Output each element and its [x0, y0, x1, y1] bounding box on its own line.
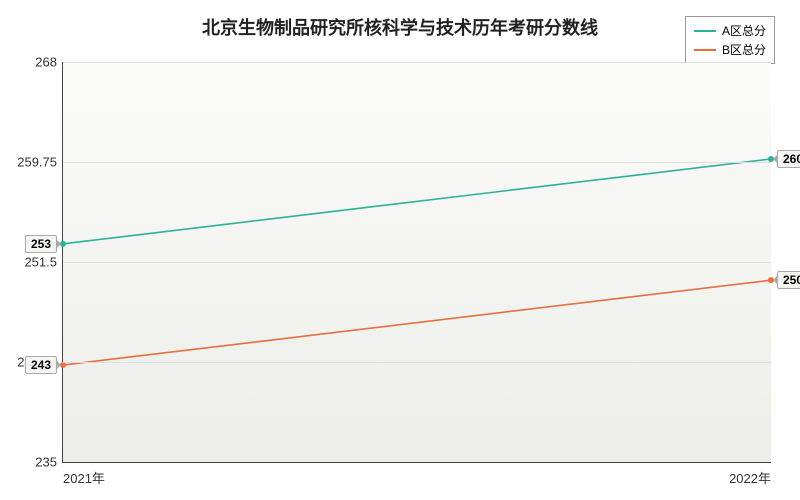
legend-swatch-1	[694, 49, 716, 51]
legend-swatch-0	[694, 30, 716, 32]
point-label: 243	[25, 356, 57, 374]
gridline	[63, 162, 771, 163]
ytick-label: 235	[35, 455, 63, 470]
gridline	[63, 62, 771, 63]
series-line	[63, 159, 771, 244]
xtick-label: 2021年	[63, 462, 105, 487]
legend: A区总分 B区总分	[685, 16, 775, 64]
ytick-label: 259.75	[17, 155, 63, 170]
gridline	[63, 262, 771, 263]
ytick-label: 268	[35, 55, 63, 70]
gridline	[63, 362, 771, 363]
xtick-label: 2022年	[729, 462, 771, 487]
legend-label-1: B区总分	[722, 41, 766, 58]
chart-title: 北京生物制品研究所核科学与技术历年考研分数线	[0, 14, 800, 40]
legend-label-0: A区总分	[722, 22, 766, 39]
legend-item-1: B区总分	[694, 40, 766, 59]
plot-area: 235243.25251.5259.752682021年2022年2532602…	[62, 62, 771, 463]
point-label: 260	[777, 150, 800, 168]
legend-item-0: A区总分	[694, 21, 766, 40]
chart-container: 北京生物制品研究所核科学与技术历年考研分数线 A区总分 B区总分 235243.…	[0, 0, 800, 500]
point-label: 250	[777, 271, 800, 289]
series-line	[63, 280, 771, 365]
point-label: 253	[25, 235, 57, 253]
ytick-label: 251.5	[24, 255, 63, 270]
